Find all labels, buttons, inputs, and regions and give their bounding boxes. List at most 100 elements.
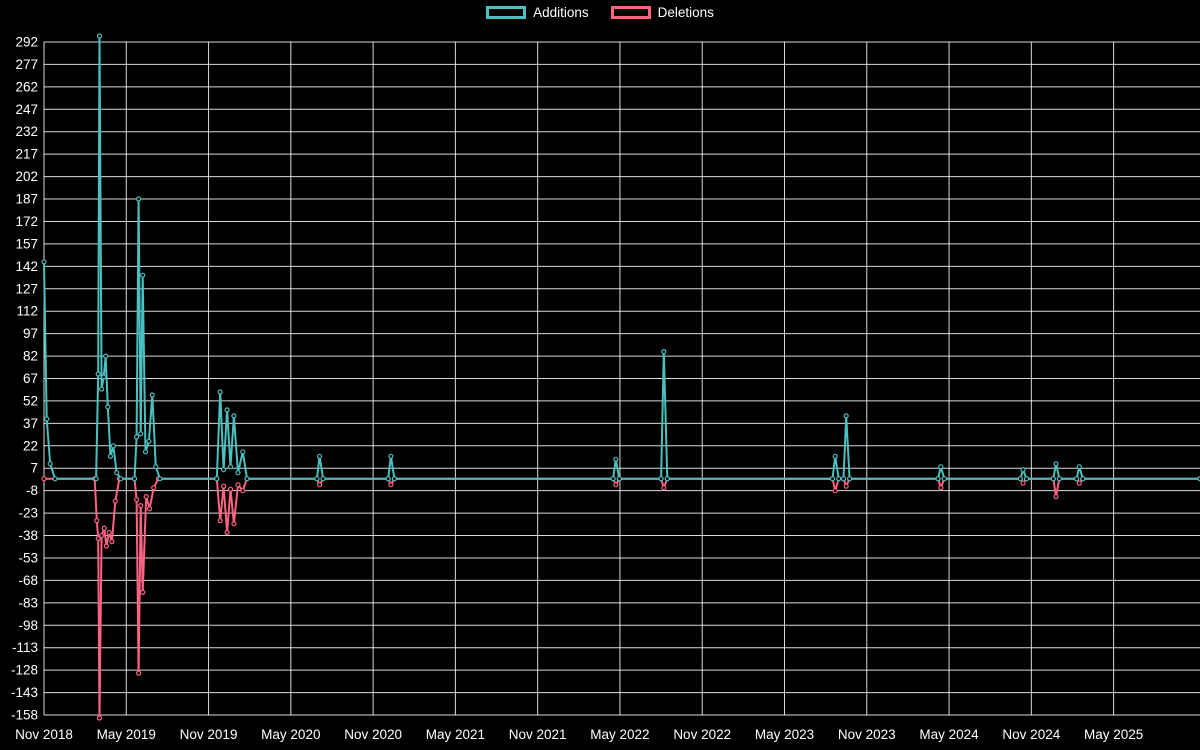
additions-point-marker	[98, 386, 105, 392]
additions-point-marker	[47, 461, 53, 467]
additions-point-marker	[103, 353, 109, 359]
deletions-point-marker	[101, 525, 107, 531]
y-tick-label: -98	[18, 618, 38, 633]
additions-point-marker	[829, 476, 836, 482]
deletions-point-marker	[134, 497, 140, 503]
legend-item-additions[interactable]: Additions	[486, 6, 589, 20]
x-tick-label: Nov 2022	[673, 727, 731, 742]
deletions-point-marker	[388, 482, 394, 488]
additions-point-marker	[1020, 467, 1026, 473]
deletions-point-marker	[613, 482, 619, 488]
additions-point-marker	[231, 413, 237, 419]
deletions-point-marker	[147, 506, 153, 512]
additions-point-marker	[244, 476, 250, 482]
additions-point-marker	[52, 476, 58, 482]
additions-point-marker	[134, 434, 140, 440]
additions-point-marker	[1076, 464, 1082, 470]
additions-point-marker	[214, 476, 220, 482]
y-tick-label: 82	[23, 349, 38, 364]
additions-point-marker	[153, 464, 159, 470]
y-tick-label: 127	[15, 281, 38, 296]
additions-point-marker	[1017, 476, 1024, 482]
deletions-point-marker	[95, 535, 101, 542]
x-tick-label: Nov 2019	[180, 727, 238, 742]
y-tick-label: 112	[16, 304, 38, 319]
deletions-point-marker	[136, 670, 142, 676]
x-tick-label: May 2020	[261, 727, 320, 742]
legend-item-deletions[interactable]: Deletions	[610, 5, 714, 20]
y-tick-label: -128	[11, 663, 38, 678]
y-tick-label: -113	[12, 640, 38, 655]
y-tick-label: -143	[11, 685, 38, 700]
x-tick-label: Nov 2024	[1002, 727, 1060, 742]
deletions-point-marker	[96, 715, 103, 721]
chart-legend: Additions Deletions	[0, 6, 1200, 20]
additions-point-marker	[221, 467, 227, 473]
additions-point-marker	[44, 416, 50, 422]
y-tick-label: 97	[23, 326, 38, 341]
y-tick-label: 22	[23, 438, 38, 453]
additions-point-marker	[140, 272, 146, 278]
additions-point-marker	[146, 438, 152, 444]
additions-point-marker	[391, 476, 397, 482]
additions-point-marker	[95, 371, 101, 377]
additions-point-marker	[138, 431, 144, 437]
additions-point-marker	[1053, 461, 1059, 467]
y-tick-label: 7	[30, 461, 38, 476]
deletions-point-marker	[235, 482, 241, 488]
deletions-point-marker	[112, 498, 118, 504]
additions-point-marker	[320, 476, 326, 482]
additions-point-marker	[941, 476, 947, 482]
additions-point-marker	[224, 407, 230, 413]
additions-point-marker	[846, 476, 853, 482]
deletions-point-marker	[1020, 480, 1026, 486]
deletions-point-marker	[938, 485, 944, 491]
deletions-point-marker	[1076, 480, 1082, 486]
additions-point-marker	[217, 389, 223, 395]
x-tick-label: May 2024	[919, 727, 979, 742]
x-tick-label: May 2022	[590, 727, 649, 742]
y-tick-label: 52	[23, 393, 38, 408]
deletions-point-marker	[217, 517, 223, 524]
additions-legend-label: Additions	[533, 5, 589, 20]
deletions-legend-label: Deletions	[657, 5, 714, 20]
additions-point-marker	[938, 464, 944, 470]
y-tick-label: 232	[15, 124, 38, 139]
additions-point-marker	[616, 476, 622, 482]
additions-point-marker	[107, 453, 114, 459]
additions-point-marker	[235, 470, 241, 476]
deletions-point-marker	[138, 503, 144, 509]
y-tick-label: 187	[15, 192, 38, 207]
additions-point-marker	[843, 413, 849, 419]
deletions-point-marker	[224, 529, 230, 536]
deletions-point-marker	[227, 486, 234, 492]
additions-point-marker	[388, 453, 394, 459]
x-tick-label: May 2025	[1084, 727, 1143, 742]
deletions-point-marker	[832, 488, 838, 494]
additions-point-marker	[661, 349, 667, 355]
deletions-point-marker	[106, 529, 112, 536]
deletions-point-marker	[41, 476, 47, 482]
additions-point-marker	[1080, 476, 1086, 482]
y-tick-label: 67	[23, 371, 38, 386]
additions-point-marker	[664, 476, 670, 482]
additions-line	[43, 35, 1200, 480]
additions-point-marker	[118, 476, 124, 482]
deletions-point-marker	[661, 485, 667, 491]
deletions-legend-swatch	[610, 6, 651, 20]
additions-point-marker	[836, 476, 842, 482]
y-tick-label: -38	[18, 528, 38, 543]
y-tick-label: -83	[18, 595, 38, 610]
deletions-point-marker	[1053, 494, 1059, 500]
additions-point-marker	[136, 196, 142, 202]
deletions-line	[43, 477, 1200, 719]
y-tick-label: 262	[15, 79, 38, 94]
additions-point-marker	[832, 453, 838, 459]
additions-point-marker	[317, 453, 323, 459]
additions-point-marker	[1050, 476, 1056, 482]
deletions-point-marker	[843, 483, 849, 489]
additions-point-marker	[96, 33, 103, 39]
additions-point-marker	[314, 476, 320, 482]
y-tick-label: 142	[15, 259, 38, 274]
